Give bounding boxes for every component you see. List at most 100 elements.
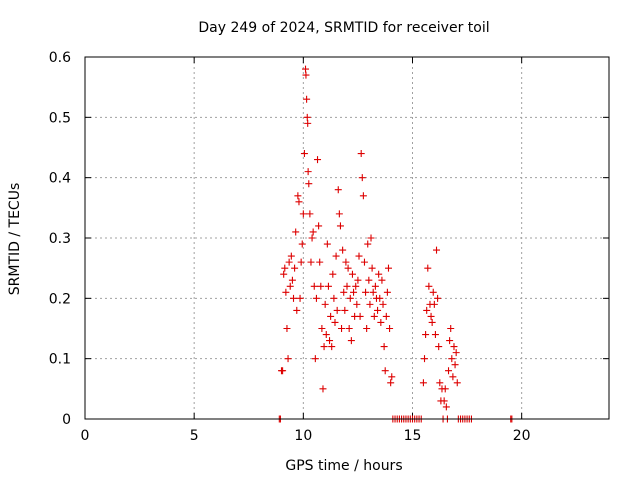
data-point [284, 355, 292, 363]
data-point [282, 288, 290, 296]
data-point [329, 270, 337, 278]
data-point [377, 318, 385, 326]
data-point [293, 306, 301, 314]
data-point [281, 264, 289, 272]
data-point [424, 264, 432, 272]
data-point [434, 294, 442, 302]
data-point [370, 312, 378, 320]
data-point [387, 379, 395, 387]
data-point [331, 318, 339, 326]
data-point [366, 300, 374, 308]
data-point [376, 294, 384, 302]
data-point [429, 288, 437, 296]
data-point [288, 276, 296, 284]
data-point [350, 288, 358, 296]
data-point [369, 288, 377, 296]
data-point [336, 222, 344, 230]
data-point [334, 186, 342, 194]
data-point [318, 325, 326, 332]
data-point [440, 397, 448, 405]
data-point [450, 343, 458, 351]
x-tick-label: 0 [81, 428, 90, 444]
data-point [303, 113, 311, 121]
data-points [275, 65, 516, 423]
y-tick-label: 0 [62, 412, 71, 428]
data-point [309, 228, 317, 236]
data-point [340, 288, 348, 296]
data-point [425, 282, 433, 290]
data-point [324, 282, 332, 290]
data-point [332, 252, 340, 260]
data-point [302, 65, 310, 73]
data-point [338, 325, 346, 332]
data-point [330, 294, 338, 302]
data-point [283, 325, 291, 332]
x-tick-label: 15 [404, 428, 422, 444]
data-point [343, 282, 351, 290]
data-point [353, 300, 361, 308]
data-point [374, 306, 382, 314]
data-point [333, 306, 341, 314]
data-point [435, 343, 443, 351]
data-point [327, 312, 335, 320]
y-tick-label: 0.6 [49, 50, 71, 66]
data-point [355, 252, 363, 260]
data-point [306, 210, 314, 218]
data-point [311, 355, 319, 363]
data-point [296, 294, 304, 302]
data-point [342, 258, 350, 266]
y-tick-label: 0.4 [49, 171, 71, 187]
data-point [362, 288, 370, 296]
plot-frame [84, 56, 610, 420]
y-axis-label: SRMTID / TECUs [7, 183, 23, 296]
data-point [304, 119, 312, 127]
data-point [419, 379, 427, 387]
data-point [379, 300, 387, 308]
data-point [449, 373, 457, 381]
grid-lines [85, 57, 609, 419]
data-point [345, 325, 353, 332]
data-point [422, 331, 430, 339]
data-point [357, 150, 365, 158]
data-point [304, 168, 312, 176]
data-point [322, 331, 330, 339]
data-point [314, 156, 322, 164]
data-point [382, 312, 390, 320]
data-point [300, 150, 308, 158]
data-point [328, 343, 336, 351]
data-point [307, 258, 315, 266]
data-point [452, 349, 460, 357]
data-point [375, 270, 383, 278]
data-point [347, 337, 355, 345]
data-point [294, 192, 302, 200]
data-point [290, 294, 298, 302]
y-tick-labels: 0 0.1 0.2 0.3 0.4 0.5 0.6 [49, 50, 71, 428]
data-point [447, 325, 455, 332]
data-point [303, 95, 311, 103]
data-point [295, 198, 303, 206]
x-tick-label: 5 [190, 428, 199, 444]
data-point [315, 222, 323, 230]
data-point [308, 234, 316, 242]
data-point [363, 325, 371, 332]
data-point [310, 282, 318, 290]
data-point [287, 252, 295, 260]
data-point [445, 367, 453, 375]
data-point [317, 282, 325, 290]
data-point [446, 337, 454, 345]
data-point [431, 331, 439, 339]
data-point [348, 270, 356, 278]
data-point [442, 403, 450, 411]
data-point [297, 258, 305, 266]
data-point [371, 282, 379, 290]
data-point [299, 210, 307, 218]
data-point [448, 355, 456, 363]
data-point [354, 276, 362, 284]
data-point [335, 210, 343, 218]
data-point [319, 385, 327, 393]
data-point [368, 264, 376, 272]
data-point [285, 258, 293, 266]
x-axis-label: GPS time / hours [285, 458, 402, 474]
data-point [433, 246, 441, 254]
data-point [388, 373, 396, 381]
